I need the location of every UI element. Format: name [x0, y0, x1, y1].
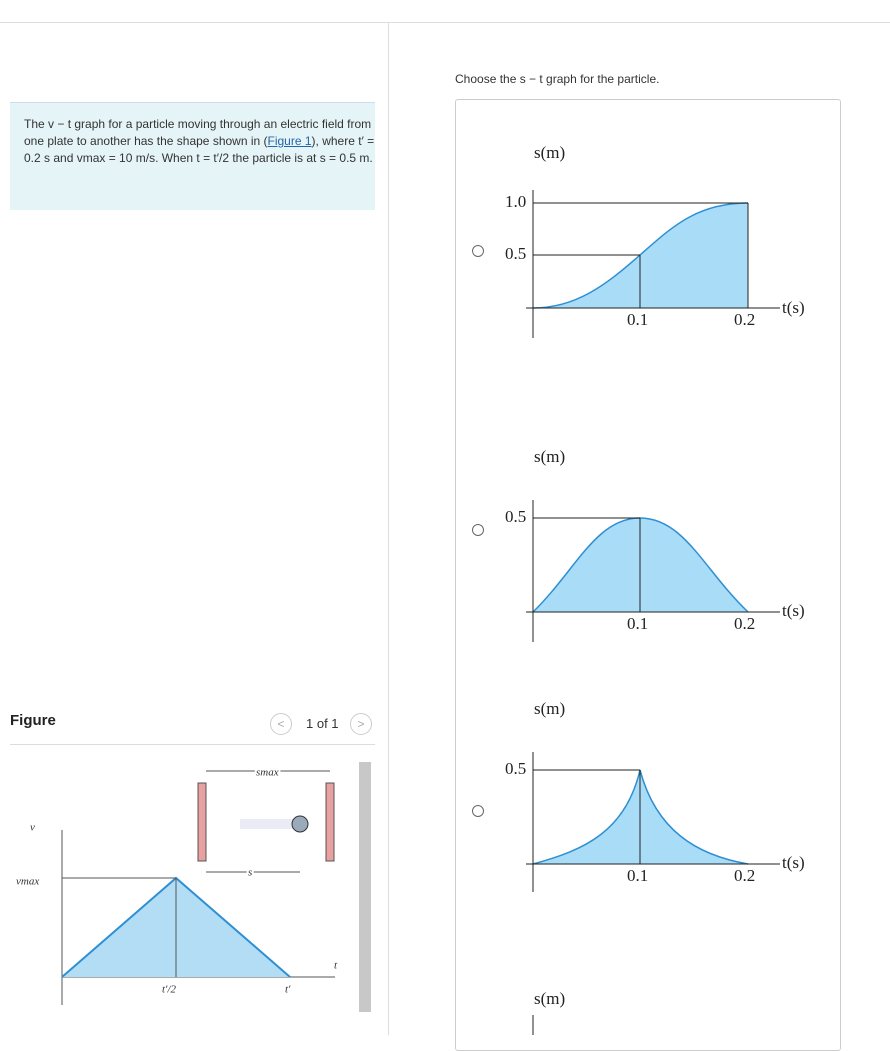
divider [388, 22, 389, 1035]
label: t [334, 960, 338, 972]
radio[interactable] [472, 805, 484, 817]
x-tick: 0.1 [627, 614, 648, 633]
y-tick: 1.0 [505, 192, 526, 211]
options: s(m) 1.0 0.5 0.1 0.2 t(s) s(m) 0.5 0.1 0… [472, 143, 805, 1035]
plate [325, 782, 335, 862]
label: t′ [285, 984, 291, 996]
radio[interactable] [472, 524, 484, 536]
label: smax [256, 767, 279, 779]
x-tick: 0.1 [627, 866, 648, 885]
option: s(m) 1.0 0.5 0.1 0.2 t(s) [472, 143, 805, 338]
y-label: s(m) [534, 447, 565, 466]
figure-title: Figure [10, 712, 56, 729]
y-tick: 0.5 [505, 244, 526, 263]
x-tick: 0.1 [627, 310, 648, 329]
x-tick: 0.2 [734, 310, 755, 329]
scrollbar[interactable] [359, 762, 371, 1012]
prev-button[interactable]: < [270, 713, 292, 735]
pager: 1 of 1 [306, 716, 339, 731]
prompt: Choose the s − t graph for the particle. [455, 72, 660, 86]
figure-link[interactable]: Figure 1 [267, 134, 312, 148]
problem-box: The v − t graph for a particle moving th… [10, 102, 375, 210]
label: vmax [16, 876, 39, 888]
option: s(m) 0.5 0.1 0.2 t(s) [472, 699, 805, 892]
option: s(m) [532, 989, 565, 1035]
label: v [30, 822, 35, 834]
x-tick: 0.2 [734, 614, 755, 633]
label: s [248, 867, 252, 879]
ball [291, 815, 309, 833]
top-rule [0, 22, 890, 23]
y-label: s(m) [534, 699, 565, 718]
x-label: t(s) [782, 853, 805, 872]
next-button[interactable]: > [350, 713, 372, 735]
problem-text: ), where t′ = 0.2 s and vmax = 10 m/s. W… [24, 134, 375, 165]
figure-rule [10, 744, 375, 745]
ball-trail [240, 819, 294, 829]
label: t′/2 [162, 984, 177, 996]
problem-text: The v − t graph for a particle moving th… [24, 117, 372, 148]
y-label: s(m) [534, 989, 565, 1008]
x-tick: 0.2 [734, 866, 755, 885]
x-label: t(s) [782, 601, 805, 620]
radio[interactable] [472, 245, 484, 257]
y-label: s(m) [534, 143, 565, 162]
y-tick: 0.5 [505, 759, 526, 778]
figure: v vmax t′/2 t′ t smax s [16, 765, 338, 1005]
plate [197, 782, 207, 862]
option: s(m) 0.5 0.1 0.2 t(s) [472, 447, 805, 642]
y-tick: 0.5 [505, 507, 526, 526]
x-label: t(s) [782, 298, 805, 317]
